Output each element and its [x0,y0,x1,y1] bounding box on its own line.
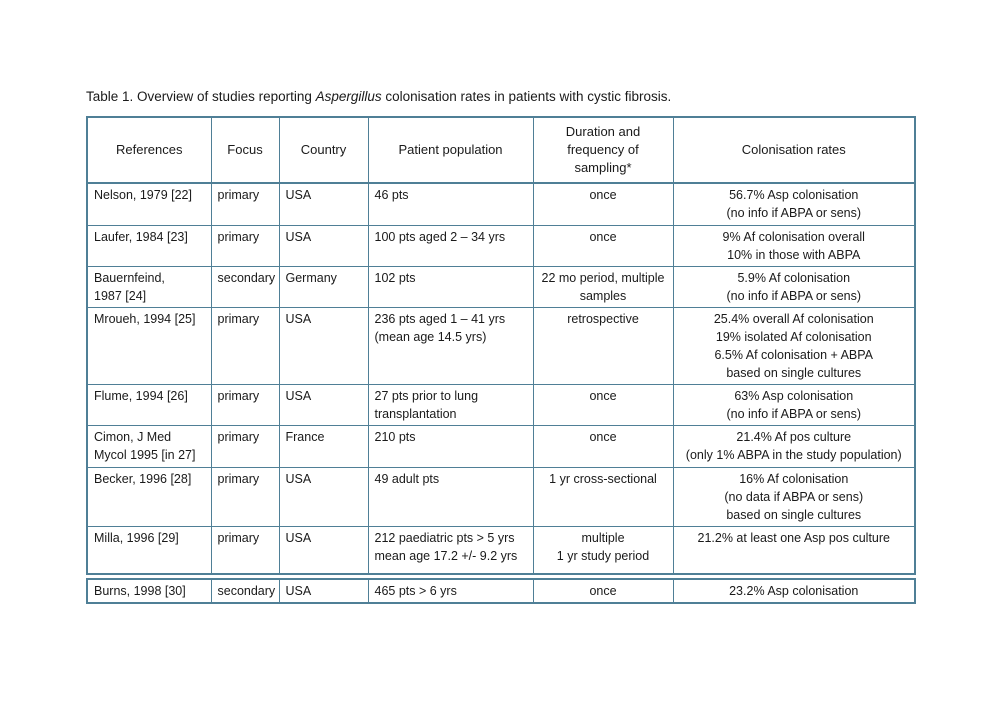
studies-table-container: References Focus Country Patient populat… [86,116,916,604]
studies-table-continuation: Burns, 1998 [30] secondary USA 465 pts >… [86,578,916,604]
cell-country: USA [278,578,369,604]
cell-population: 210 pts [367,424,534,468]
table-row: Cimon, J Med Mycol 1995 [in 27] primary … [86,424,916,468]
table-row: Flume, 1994 [26] primary USA 27 pts prio… [86,383,916,426]
cell-focus: primary [210,525,280,575]
column-header-focus: Focus [210,116,280,184]
table-row: Becker, 1996 [28] primary USA 49 adult p… [86,466,916,527]
cell-country: USA [278,182,369,226]
cell-rates: 23.2% Asp colonisation [672,578,916,604]
cell-focus: primary [210,466,280,527]
cell-country: USA [278,383,369,426]
header-row: References Focus Country Patient populat… [86,116,916,184]
column-header-country: Country [278,116,369,184]
cell-population: 465 pts > 6 yrs [367,578,534,604]
cell-rates: 21.4% Af pos culture (only 1% ABPA in th… [672,424,916,468]
cell-focus: primary [210,424,280,468]
cell-focus: primary [210,306,280,385]
cell-reference: Flume, 1994 [26] [86,383,212,426]
column-header-patient-population: Patient population [367,116,534,184]
cell-population: 212 paediatric pts > 5 yrs mean age 17.2… [367,525,534,575]
cell-reference: Bauernfeind, 1987 [24] [86,265,212,308]
cell-reference: Nelson, 1979 [22] [86,182,212,226]
table-row: Laufer, 1984 [23] primary USA 100 pts ag… [86,224,916,267]
cell-reference: Becker, 1996 [28] [86,466,212,527]
cell-rates: 9% Af colonisation overall 10% in those … [672,224,916,267]
table-row: Nelson, 1979 [22] primary USA 46 pts onc… [86,182,916,226]
cell-population: 100 pts aged 2 – 34 yrs [367,224,534,267]
cell-population: 46 pts [367,182,534,226]
cell-reference: Burns, 1998 [30] [86,578,212,604]
caption-prefix: Table 1. Overview of studies reporting [86,89,316,104]
column-header-colonisation-rates: Colonisation rates [672,116,916,184]
cell-population: 49 adult pts [367,466,534,527]
cell-country: USA [278,466,369,527]
cell-country: USA [278,525,369,575]
cell-rates: 25.4% overall Af colonisation 19% isolat… [672,306,916,385]
table-row: Bauernfeind, 1987 [24] secondary Germany… [86,265,916,308]
caption-suffix: colonisation rates in patients with cyst… [381,89,672,104]
cell-reference: Cimon, J Med Mycol 1995 [in 27] [86,424,212,468]
column-header-references: References [86,116,212,184]
table-row: Mroueh, 1994 [25] primary USA 236 pts ag… [86,306,916,385]
cell-population: 102 pts [367,265,534,308]
cell-country: USA [278,224,369,267]
cell-focus: primary [210,383,280,426]
cell-country: Germany [278,265,369,308]
cell-rates: 63% Asp colonisation (no info if ABPA or… [672,383,916,426]
cell-rates: 56.7% Asp colonisation (no info if ABPA … [672,182,916,226]
column-header-sampling: Duration and frequency of sampling* [532,116,674,184]
cell-sampling: once [532,182,674,226]
cell-country: France [278,424,369,468]
cell-rates: 16% Af colonisation (no data if ABPA or … [672,466,916,527]
cell-sampling: once [532,578,674,604]
cell-sampling: once [532,424,674,468]
cell-reference: Laufer, 1984 [23] [86,224,212,267]
cell-sampling: retrospective [532,306,674,385]
cell-focus: primary [210,182,280,226]
cell-country: USA [278,306,369,385]
studies-table: References Focus Country Patient populat… [86,116,916,575]
table-row: Milla, 1996 [29] primary USA 212 paediat… [86,525,916,575]
table-row: Burns, 1998 [30] secondary USA 465 pts >… [86,578,916,604]
cell-reference: Mroueh, 1994 [25] [86,306,212,385]
cell-population: 27 pts prior to lung transplantation [367,383,534,426]
cell-sampling: once [532,224,674,267]
cell-reference: Milla, 1996 [29] [86,525,212,575]
cell-focus: primary [210,224,280,267]
cell-focus: secondary [210,265,280,308]
cell-sampling: 1 yr cross-sectional [532,466,674,527]
cell-focus: secondary [210,578,280,604]
table-caption: Table 1. Overview of studies reporting A… [86,88,671,106]
cell-sampling: once [532,383,674,426]
cell-sampling: 22 mo period, multiple samples [532,265,674,308]
cell-rates: 5.9% Af colonisation (no info if ABPA or… [672,265,916,308]
cell-sampling: multiple 1 yr study period [532,525,674,575]
cell-rates: 21.2% at least one Asp pos culture [672,525,916,575]
caption-italic-term: Aspergillus [315,89,382,104]
cell-population: 236 pts aged 1 – 41 yrs (mean age 14.5 y… [367,306,534,385]
